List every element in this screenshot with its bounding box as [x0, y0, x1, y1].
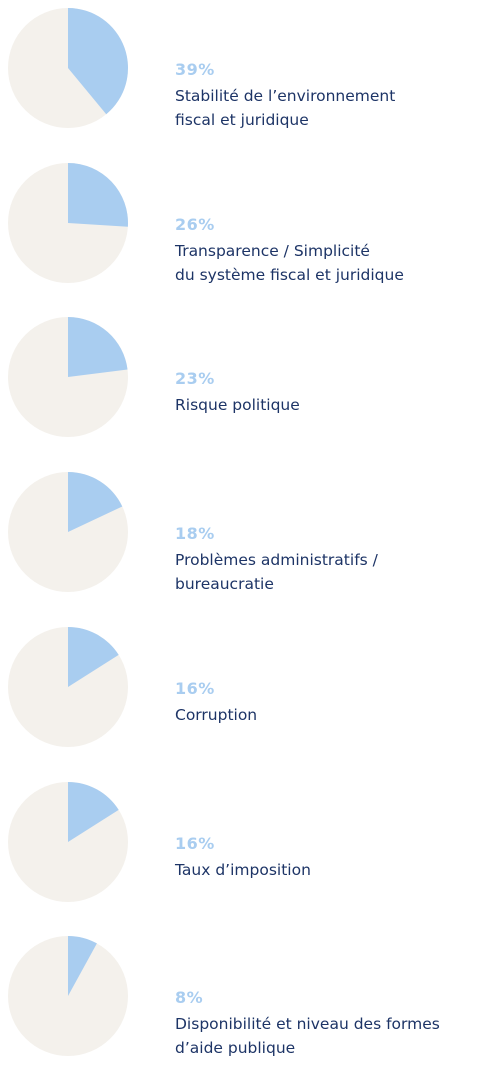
pie-item: 16% Taux d’imposition	[0, 774, 488, 924]
category-label: Taux d’imposition	[175, 860, 311, 879]
pie-chart	[8, 936, 128, 1057]
category-label: Transparence / Simplicité du système fis…	[175, 241, 404, 284]
pie-item: 23% Risque politique	[0, 309, 488, 459]
pie-item: 18% Problèmes administratifs / bureaucrat…	[0, 464, 488, 614]
pie-chart	[8, 317, 128, 438]
pie-item: 39% Stabilité de l’environnement fiscal e…	[0, 0, 488, 150]
value-label: 23%	[175, 369, 215, 389]
category-label: Problèmes administratifs / bureaucratie	[175, 551, 378, 594]
pie-slice	[68, 8, 129, 115]
pie-slice	[68, 472, 123, 533]
category-label: Disponibilité et niveau des formes d’aid…	[175, 1015, 440, 1058]
value-label: 8%	[175, 988, 204, 1008]
pie-item: 26% Transparence / Simplicité du système …	[0, 155, 488, 305]
pie-slice	[68, 936, 97, 997]
pie-chart	[8, 472, 128, 593]
pie-chart	[8, 781, 128, 902]
pie-slice	[68, 317, 128, 378]
value-label: 26%	[175, 214, 215, 234]
category-label: Stabilité de l’environnement fiscal et j…	[175, 87, 396, 129]
pie-chart	[8, 162, 128, 283]
value-label: 16%	[175, 833, 215, 853]
pie-chart	[8, 626, 128, 747]
value-label: 39%	[175, 60, 215, 79]
pie-item: 16% Corruption	[0, 619, 488, 769]
category-label: Risque politique	[175, 396, 300, 415]
pie-slice	[68, 162, 128, 227]
category-label: Corruption	[175, 705, 258, 724]
pie-slice	[68, 626, 119, 687]
value-label: 16%	[175, 678, 215, 698]
pie-item: 8% Disponibilité et niveau des formes d’a…	[0, 928, 488, 1065]
pie-slice	[68, 781, 119, 842]
value-label: 18%	[175, 524, 215, 544]
pie-chart	[8, 8, 129, 128]
